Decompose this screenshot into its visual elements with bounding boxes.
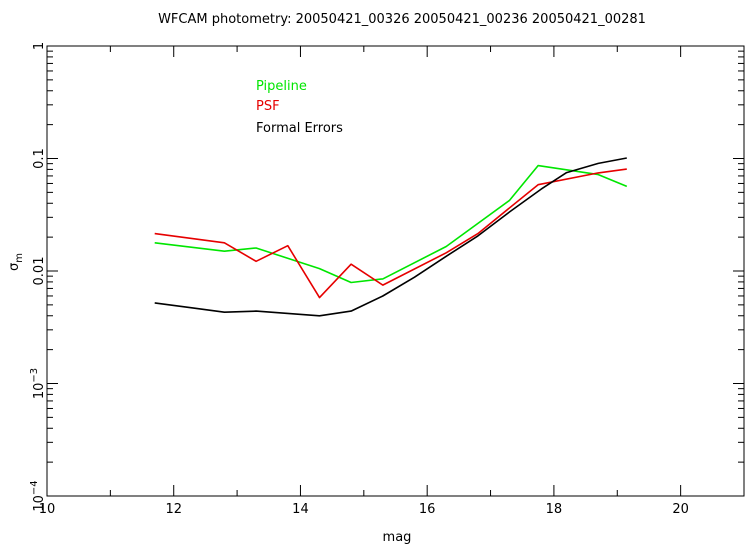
legend-entry-formal-errors: Formal Errors bbox=[256, 121, 343, 136]
x-tick-labels: 10 12 14 16 18 20 bbox=[39, 502, 689, 517]
legend-entry-pipeline: Pipeline bbox=[256, 79, 307, 94]
series-lines bbox=[154, 157, 628, 317]
x-tick-label: 12 bbox=[165, 502, 182, 517]
y-tick-label-exponent: −3 bbox=[29, 368, 40, 383]
y-tick-label: 0.01 bbox=[32, 257, 47, 286]
y-tick-label-base: 10 bbox=[32, 383, 47, 400]
y-axis-label-symbol: σ bbox=[7, 263, 22, 271]
series-line-psf bbox=[154, 168, 627, 299]
plot-border bbox=[46, 45, 745, 497]
x-tick-label: 10 bbox=[39, 502, 56, 517]
y-tick-label: 10−4 bbox=[29, 480, 47, 511]
legend: Pipeline PSF Formal Errors bbox=[256, 79, 343, 136]
plot-frame bbox=[46, 45, 745, 497]
x-axis-label: mag bbox=[383, 530, 412, 545]
legend-entry-psf: PSF bbox=[256, 99, 280, 114]
x-tick-label: 14 bbox=[292, 502, 309, 517]
y-axis-label: σm bbox=[7, 253, 25, 271]
y-tick-label: 1 bbox=[32, 42, 47, 50]
y-tick-label: 0.1 bbox=[32, 148, 47, 169]
x-tick-label: 20 bbox=[672, 502, 689, 517]
axis-ticks bbox=[46, 45, 745, 497]
chart-title: WFCAM photometry: 20050421_00326 2005042… bbox=[158, 12, 646, 27]
y-tick-label: 10−3 bbox=[29, 368, 47, 399]
x-tick-label: 16 bbox=[419, 502, 436, 517]
x-tick-label: 18 bbox=[546, 502, 563, 517]
series-line-pipeline bbox=[154, 164, 628, 284]
y-tick-label-base: 10 bbox=[32, 495, 47, 512]
y-tick-label-exponent: −4 bbox=[29, 480, 40, 495]
y-axis-label-subscript: m bbox=[14, 253, 25, 263]
series-line-formal-errors bbox=[154, 157, 627, 317]
